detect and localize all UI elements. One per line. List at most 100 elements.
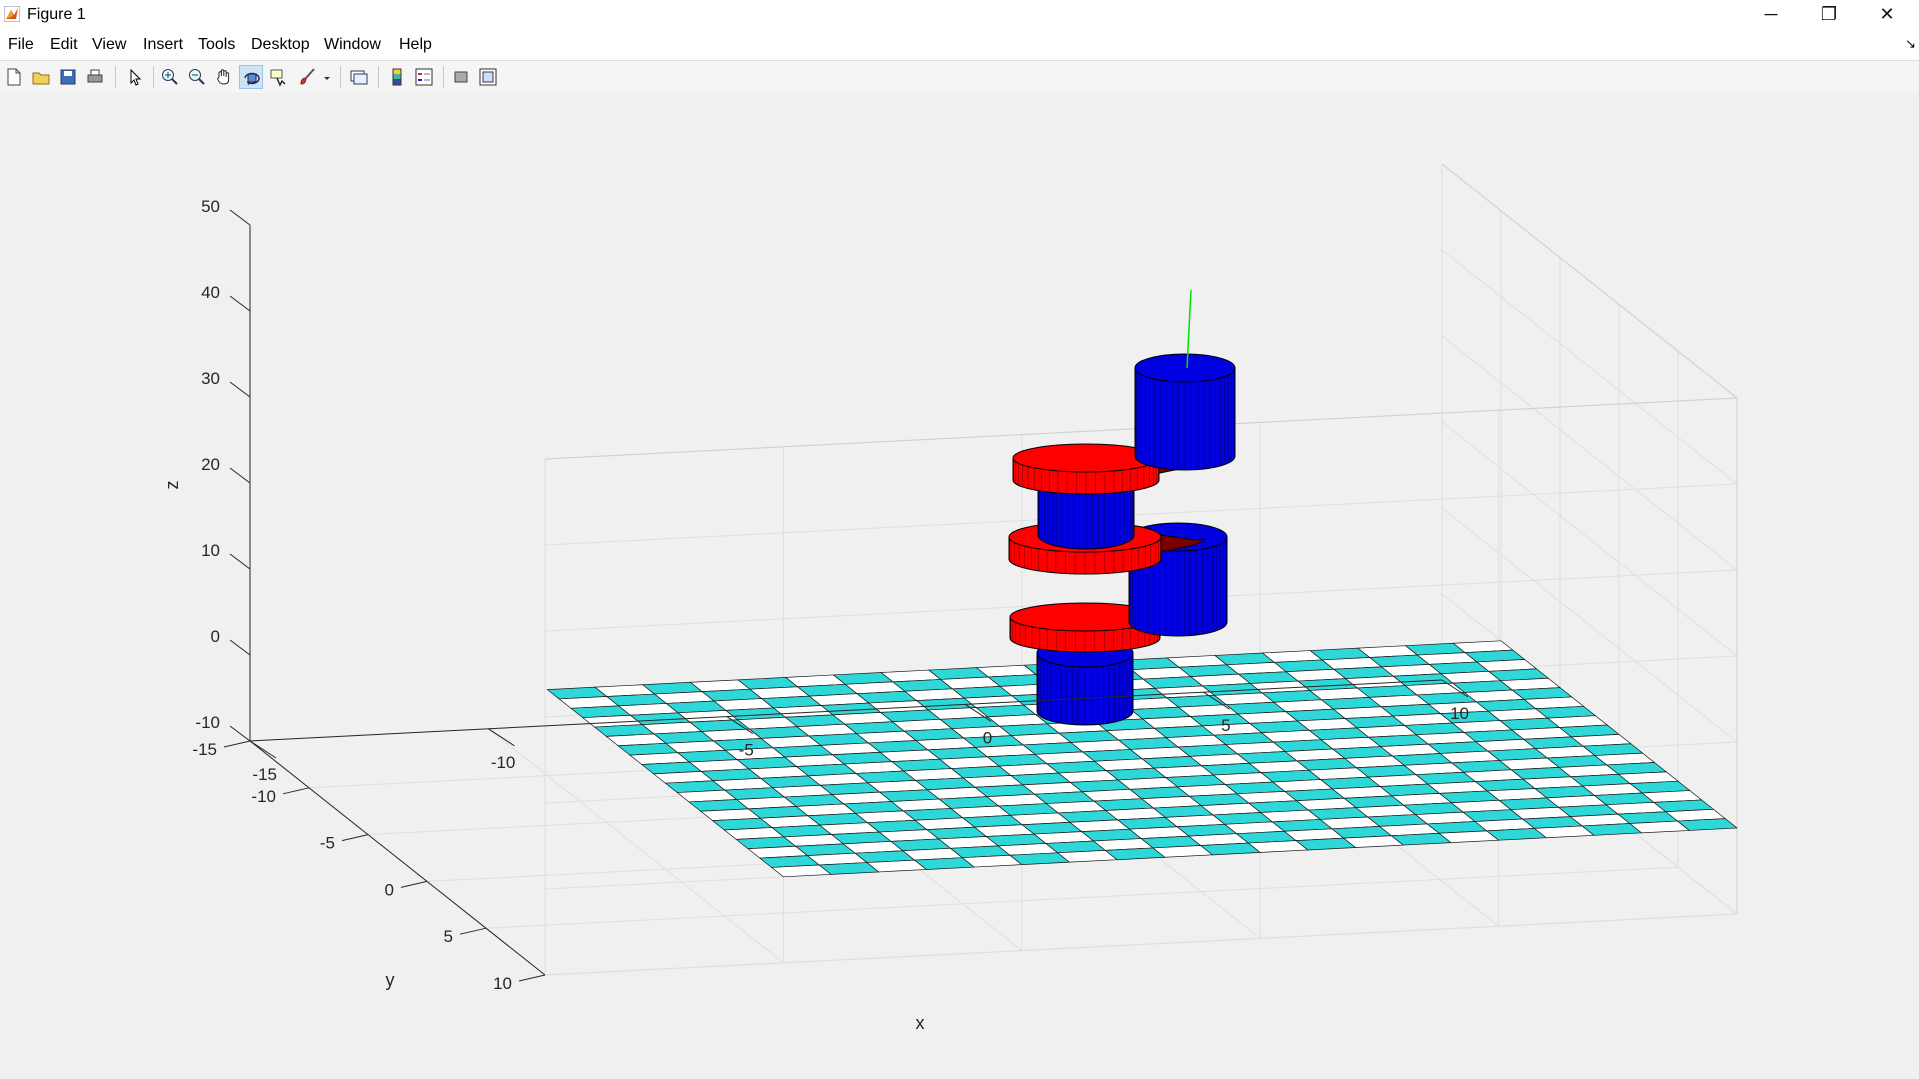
- z-axis-label: z: [162, 481, 182, 490]
- y-tick-label: 0: [385, 880, 394, 899]
- z-tick-mark: [229, 467, 251, 484]
- axes-box-edge: [1441, 163, 1738, 399]
- x-tick-mark: [488, 728, 515, 747]
- grid-line: [544, 483, 1738, 546]
- z-tick-mark: [229, 725, 251, 742]
- x-tick-mark: [964, 703, 992, 722]
- x-tick-label: -10: [491, 753, 516, 772]
- y-tick-mark: [341, 834, 369, 842]
- menu-insert[interactable]: Insert: [143, 36, 184, 53]
- menu-desktop[interactable]: Desktop: [251, 36, 310, 53]
- robot-arm: [1008, 289, 1236, 726]
- z-tick-label: 0: [211, 627, 220, 646]
- x-tick-label: 0: [983, 728, 992, 747]
- rotate-3d-icon[interactable]: [239, 65, 263, 89]
- axis-line: [249, 740, 546, 976]
- y-tick-label: 10: [493, 974, 512, 993]
- toolbar-separator: [443, 66, 444, 88]
- z-tick-mark: [229, 381, 251, 398]
- save-icon[interactable]: [56, 65, 80, 89]
- restore-button[interactable]: ❐: [1820, 4, 1838, 24]
- y-tick-label: -10: [251, 787, 276, 806]
- joint-3-disc-body: [1012, 443, 1160, 495]
- y-axis-label: y: [386, 970, 395, 990]
- matlab-app-icon: [4, 6, 20, 22]
- z-tick-label: 20: [201, 455, 220, 474]
- z-tick-mark: [229, 639, 251, 656]
- insert-colorbar-icon[interactable]: [385, 65, 409, 89]
- grid-line: [544, 913, 1738, 976]
- link-4-cylinder-top: [1134, 353, 1236, 383]
- z-tick-label: -10: [195, 713, 220, 732]
- menu-tools[interactable]: Tools: [198, 36, 236, 53]
- edit-plot-icon[interactable]: [123, 65, 147, 89]
- y-tick-mark: [400, 880, 428, 888]
- zoom-in-icon[interactable]: [158, 65, 182, 89]
- y-tick-mark: [459, 927, 487, 935]
- x-tick-label: 5: [1221, 716, 1230, 735]
- new-figure-icon[interactable]: [2, 65, 26, 89]
- axes-ticks: -10 0 10 20 30 40 50 -15 -10 -5 0 5 10 -15 -10 -5 0 5 10: [192, 197, 1469, 993]
- menu-view[interactable]: View: [92, 36, 127, 53]
- x-tick-mark: [726, 716, 754, 735]
- floor-tile: [1676, 818, 1738, 831]
- x-tick-label: -15: [252, 765, 277, 784]
- z-tick-label: 50: [201, 197, 220, 216]
- toolbar-separator: [340, 66, 341, 88]
- pan-icon[interactable]: [212, 65, 236, 89]
- brush-dropdown-icon[interactable]: [320, 65, 334, 89]
- hide-plot-tools-icon[interactable]: [449, 65, 473, 89]
- figure-canvas[interactable]: -10 0 10 20 30 40 50 -15 -10 -5 0 5 10 -15 -10 -5 0 5 10 x…: [0, 93, 1919, 1079]
- figure-toolbar: [0, 60, 1919, 94]
- menu-window[interactable]: Window: [324, 36, 381, 53]
- grid-line: [485, 866, 1679, 929]
- insert-legend-icon[interactable]: [412, 65, 436, 89]
- y-tick-label: -15: [192, 740, 217, 759]
- end-effector-line: [1186, 289, 1192, 369]
- link-4-cylinder: [1134, 353, 1236, 471]
- y-tick-mark: [223, 740, 251, 748]
- brush-icon[interactable]: [296, 65, 320, 89]
- grid-line: [1441, 335, 1738, 571]
- open-file-icon[interactable]: [29, 65, 53, 89]
- y-tick-mark: [282, 787, 310, 795]
- z-tick-label: 30: [201, 369, 220, 388]
- zoom-out-icon[interactable]: [185, 65, 209, 89]
- z-tick-mark: [229, 553, 251, 570]
- axes-3d[interactable]: -10 0 10 20 30 40 50 -15 -10 -5 0 5 10 -15 -10 -5 0 5 10 x…: [0, 93, 1919, 1079]
- x-tick-label: -5: [739, 741, 754, 760]
- z-tick-label: 40: [201, 283, 220, 302]
- y-tick-mark: [518, 974, 546, 982]
- grid-line: [1441, 507, 1738, 743]
- grid-line: [488, 728, 784, 964]
- x-tick-mark: [1203, 691, 1230, 710]
- title-bar: Figure 1 ─ ❐ ✕: [0, 0, 1919, 30]
- data-cursor-icon[interactable]: [266, 65, 290, 89]
- menu-help[interactable]: Help: [399, 36, 432, 53]
- close-button[interactable]: ✕: [1879, 4, 1895, 24]
- joint-1-disc-body: [1009, 602, 1161, 653]
- z-tick-mark: [229, 295, 251, 312]
- y-tick-label: 5: [444, 927, 453, 946]
- z-tick-label: 10: [201, 541, 220, 560]
- z-tick-mark: [229, 209, 251, 226]
- x-axis-label: x: [916, 1013, 925, 1033]
- link-plot-icon[interactable]: [347, 65, 371, 89]
- grid-line: [1441, 249, 1738, 485]
- checkerboard-floor: [546, 640, 1738, 878]
- y-tick-label: -5: [320, 834, 335, 853]
- dock-arrow-icon[interactable]: ↘: [1905, 36, 1916, 51]
- toolbar-separator: [378, 66, 379, 88]
- print-icon[interactable]: [83, 65, 107, 89]
- toolbar-separator: [153, 66, 154, 88]
- toolbar-separator: [115, 66, 116, 88]
- x-tick-label: 10: [1450, 704, 1469, 723]
- grid-line: [1441, 421, 1738, 657]
- window-title: Figure 1: [27, 6, 86, 23]
- menu-file[interactable]: File: [8, 36, 34, 53]
- axis-line: [249, 679, 1443, 742]
- menu-edit[interactable]: Edit: [50, 36, 78, 53]
- menu-bar: File Edit View Insert Tools Desktop Wind…: [0, 30, 1919, 60]
- show-plot-tools-icon[interactable]: [476, 65, 500, 89]
- minimize-button[interactable]: ─: [1764, 4, 1778, 24]
